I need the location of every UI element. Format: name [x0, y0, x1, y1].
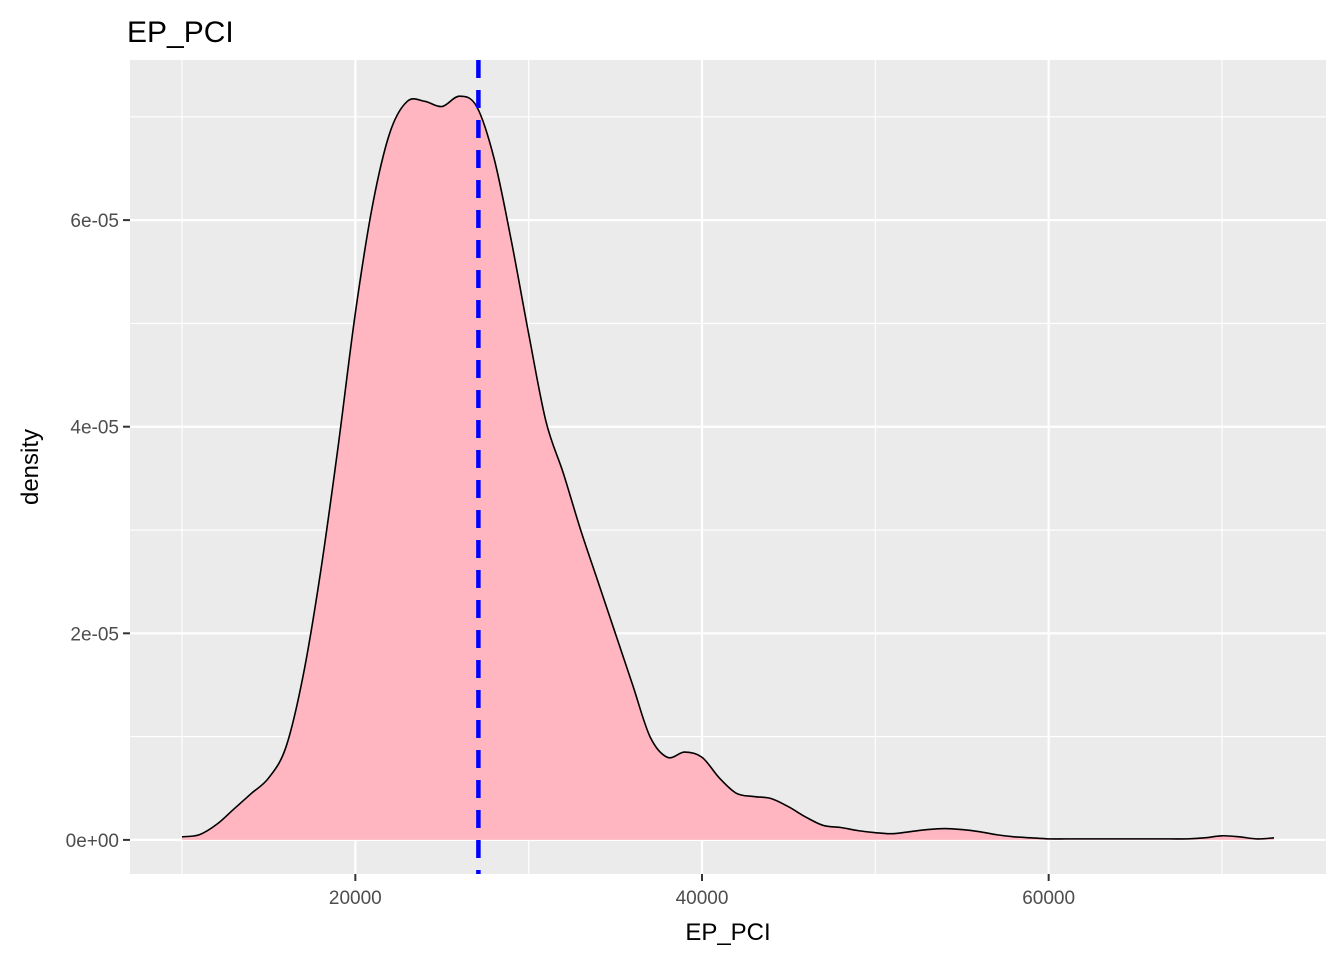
- y-tick-label: 2e-05: [70, 624, 119, 645]
- density-area: [182, 96, 1274, 840]
- density-outline: [181, 95, 1275, 840]
- x-tick-label: 60000: [1022, 888, 1075, 909]
- chart-title: EP_PCI: [127, 16, 234, 49]
- y-tick-label: 6e-05: [70, 211, 119, 232]
- x-axis: 20000 40000 60000: [329, 874, 1075, 909]
- y-axis: 0e+00 2e-05 4e-05 6e-05: [66, 211, 130, 852]
- y-axis-title: density: [17, 429, 44, 505]
- x-axis-title: EP_PCI: [685, 919, 770, 946]
- y-tick-label: 4e-05: [70, 418, 119, 439]
- y-tick-label: 0e+00: [66, 831, 119, 852]
- x-tick-label: 40000: [676, 888, 729, 909]
- x-tick-label: 20000: [329, 888, 382, 909]
